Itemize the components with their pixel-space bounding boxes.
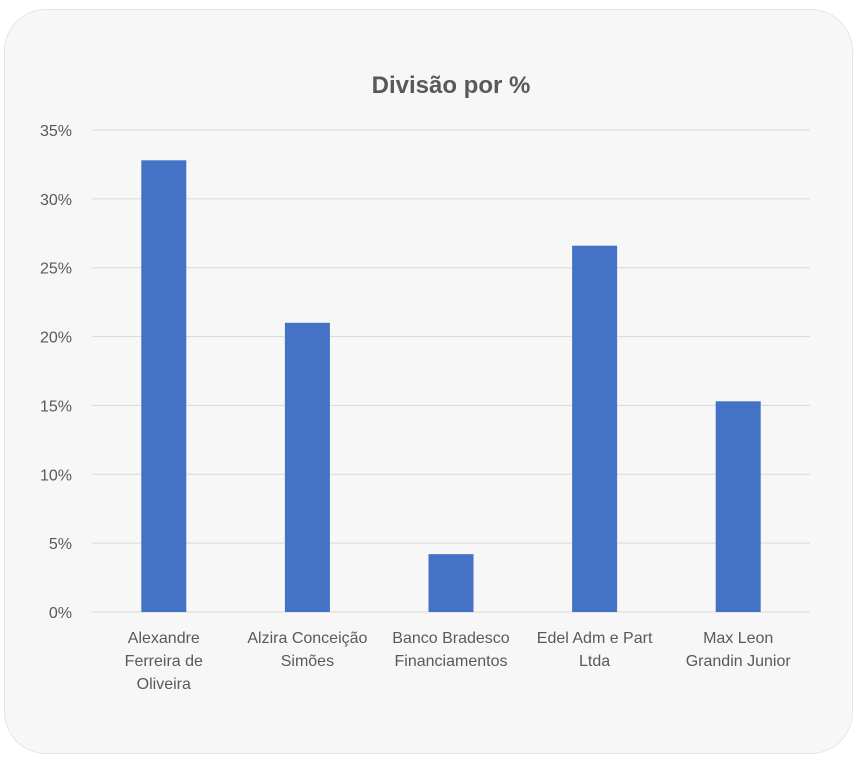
x-tick-label-line: Ferreira de <box>125 653 203 670</box>
x-tick-label-line: Grandin Junior <box>686 653 792 670</box>
y-tick-label: 0% <box>49 605 72 622</box>
x-tick-label-line: Max Leon <box>703 630 773 647</box>
x-tick-label-line: Banco Bradesco <box>392 630 510 647</box>
x-tick-label-line: Simões <box>281 653 334 670</box>
x-tick-label-line: Oliveira <box>137 676 191 693</box>
y-tick-label: 10% <box>40 467 72 484</box>
x-tick-label-line: Financiamentos <box>395 653 508 670</box>
y-tick-label: 15% <box>40 398 72 415</box>
y-tick-label: 5% <box>49 536 72 553</box>
y-tick-label: 35% <box>40 123 72 140</box>
x-tick-label: Max Leon Grandin Junior <box>686 630 792 670</box>
x-tick-label: Banco Bradesco Financiamentos <box>392 630 510 670</box>
bar <box>428 554 474 612</box>
bar <box>141 160 187 612</box>
x-tick-label-line: Edel Adm e Part <box>537 630 653 647</box>
x-tick-label: Edel Adm e Part Ltda <box>537 630 653 670</box>
bar <box>284 322 330 612</box>
x-tick-label: Alzira Conceição Simões <box>247 630 367 670</box>
bars <box>141 160 761 612</box>
bar <box>572 245 618 612</box>
x-axis: Alexandre Ferreira de Oliveira Alzira Conce… <box>125 630 792 693</box>
gridlines <box>92 129 810 613</box>
x-tick-label-line: Alexandre <box>128 630 200 647</box>
x-tick-label-line: Alzira Conceição <box>247 630 367 647</box>
chart-title: Divisão por % <box>372 72 531 99</box>
y-tick-label: 25% <box>40 261 72 278</box>
y-tick-label: 20% <box>40 330 72 347</box>
bar <box>715 401 761 612</box>
x-tick-label: Alexandre Ferreira de Oliveira <box>125 630 203 693</box>
x-tick-label-line: Ltda <box>579 653 610 670</box>
y-axis: 0% 5% 10% 15% 20% 25% 30% 35% <box>40 123 72 622</box>
y-tick-label: 30% <box>40 192 72 209</box>
